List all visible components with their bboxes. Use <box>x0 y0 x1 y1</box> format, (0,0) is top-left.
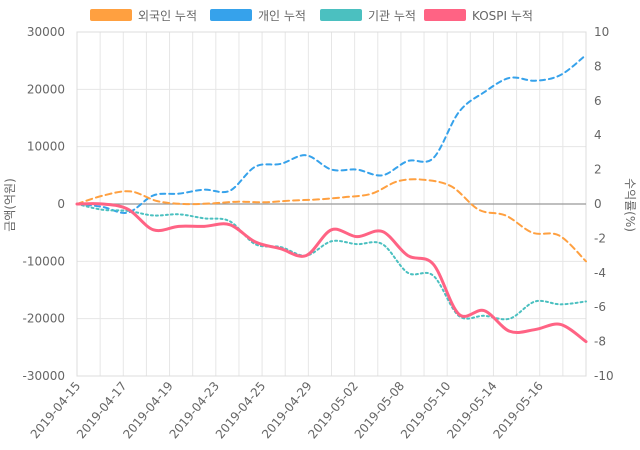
series-lines <box>75 53 588 344</box>
left-tick-label: 30000 <box>27 25 65 39</box>
right-axis-title: 수익률(%) <box>623 178 637 232</box>
legend-label: 외국인 누적 <box>138 9 197 23</box>
legend-item[interactable]: KOSPI 누적 <box>424 9 533 23</box>
legend-item[interactable]: 개인 누적 <box>210 9 306 23</box>
legend[interactable]: 외국인 누적 개인 누적 기관 누적 KOSPI 누적 <box>90 9 533 23</box>
right-tick-label: 0 <box>594 197 602 211</box>
right-axis: 10 8 6 4 2 0 -2 -4 -6 -8 -10 <box>594 25 614 383</box>
right-tick-label: 6 <box>594 94 602 108</box>
left-tick-label: -20000 <box>22 312 65 326</box>
left-axis: 30000 20000 10000 0 -10000 -20000 -30000 <box>22 25 65 383</box>
left-tick-label: 20000 <box>27 82 65 96</box>
series-line <box>76 178 587 263</box>
right-tick-label: 10 <box>594 25 609 39</box>
left-tick-label: 0 <box>57 197 65 211</box>
left-tick-label: -30000 <box>22 369 65 383</box>
series-line <box>75 202 588 344</box>
left-tick-label: -10000 <box>22 254 65 268</box>
legend-swatch <box>320 9 362 21</box>
legend-swatch <box>90 9 132 21</box>
right-tick-label: -6 <box>594 300 606 314</box>
left-axis-title: 금액(억원) <box>3 178 17 232</box>
series-line <box>76 203 587 321</box>
legend-item[interactable]: 외국인 누적 <box>90 9 197 23</box>
right-tick-label: -10 <box>594 369 614 383</box>
right-tick-label: -4 <box>594 266 606 280</box>
series-line <box>76 53 587 214</box>
left-tick-label: 10000 <box>27 140 65 154</box>
legend-label: KOSPI 누적 <box>472 9 533 23</box>
x-axis: 2019-04-152019-04-172019-04-192019-04-23… <box>28 379 546 441</box>
legend-item[interactable]: 기관 누적 <box>320 9 416 23</box>
right-tick-label: 2 <box>594 163 602 177</box>
legend-swatch <box>210 9 252 21</box>
right-tick-label: 4 <box>594 128 602 142</box>
legend-label: 개인 누적 <box>258 9 306 23</box>
legend-label: 기관 누적 <box>368 9 416 23</box>
right-tick-label: -8 <box>594 335 606 349</box>
right-tick-label: 8 <box>594 59 602 73</box>
legend-swatch <box>424 9 466 21</box>
right-tick-label: -2 <box>594 231 606 245</box>
